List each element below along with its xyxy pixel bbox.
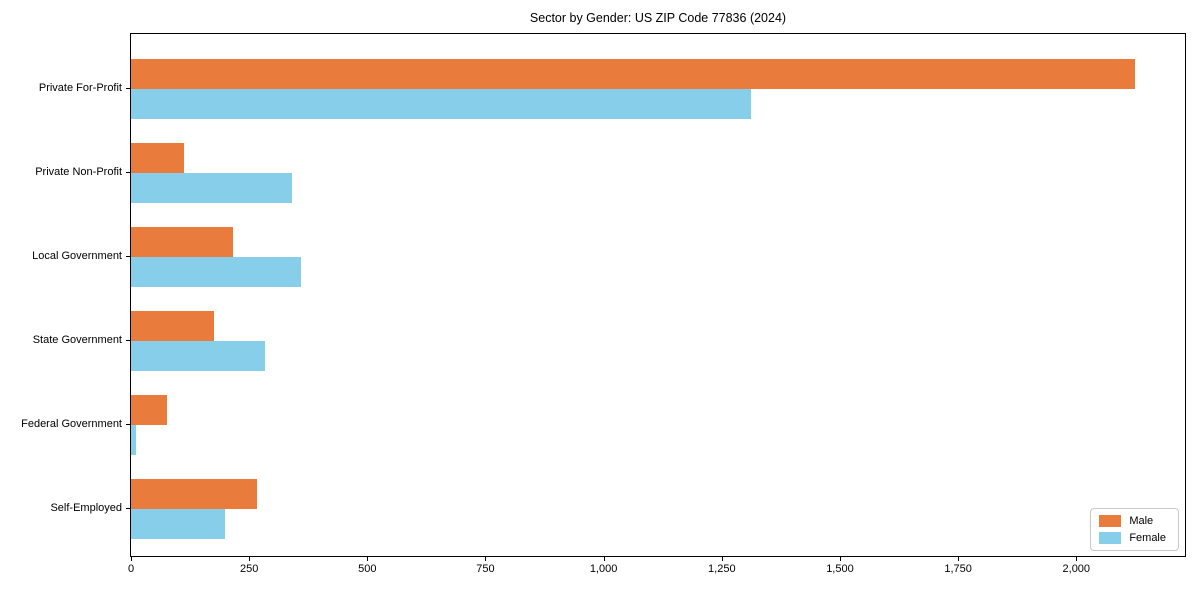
x-tick-label: 0 — [127, 563, 135, 575]
legend-swatch-male — [1099, 515, 1122, 527]
legend-item-female: Female — [1099, 532, 1166, 544]
y-tick-mark — [126, 340, 130, 341]
bar-female-state-government — [131, 341, 266, 371]
x-tick-label: 1,000 — [589, 563, 618, 575]
x-tick-mark — [367, 557, 369, 561]
bar-female-private-for-profit — [131, 89, 752, 119]
x-tick-label: 2,000 — [1062, 563, 1091, 575]
y-tick-mark — [126, 256, 130, 257]
bar-female-private-non-profit — [131, 173, 292, 203]
y-axis-label-state-government: State Government — [32, 334, 122, 346]
bar-male-federal-government — [131, 395, 167, 425]
legend-item-male: Male — [1099, 515, 1166, 527]
legend-label-male: Male — [1129, 515, 1154, 527]
x-tick-mark — [839, 557, 841, 561]
legend-label-female: Female — [1129, 532, 1166, 544]
x-tick-mark — [1076, 557, 1078, 561]
y-axis-label-private-for-profit: Private For-Profit — [38, 82, 122, 94]
x-tick-mark — [958, 557, 960, 561]
bar-male-private-non-profit — [131, 143, 184, 173]
x-tick-label: 1,250 — [708, 563, 736, 575]
legend: Male Female — [1090, 508, 1179, 551]
y-axis-label-self-employed: Self-Employed — [50, 502, 122, 514]
x-tick-label: 750 — [476, 563, 495, 575]
y-axis-label-local-government: Local Government — [32, 250, 122, 262]
y-axis-label-federal-government: Federal Government — [21, 418, 122, 430]
plot-area: Male Female — [130, 33, 1186, 557]
x-tick-label: 1,750 — [944, 563, 972, 575]
y-tick-mark — [126, 88, 130, 89]
x-tick-mark — [721, 557, 723, 561]
x-tick-mark — [603, 557, 605, 561]
bar-male-self-employed — [131, 479, 258, 509]
chart-title: Sector by Gender: US ZIP Code 77836 (202… — [529, 11, 787, 25]
x-tick-mark — [131, 557, 132, 561]
x-tick-mark — [485, 557, 487, 561]
y-axis-label-private-non-profit: Private Non-Profit — [35, 166, 122, 178]
x-tick-mark — [249, 557, 251, 561]
bar-female-self-employed — [131, 509, 225, 539]
bar-male-private-for-profit — [131, 59, 1136, 89]
x-tick-label: 1,500 — [826, 563, 854, 575]
bar-female-local-government — [131, 257, 302, 287]
x-tick-label: 500 — [358, 563, 377, 575]
bar-female-federal-government — [131, 425, 137, 455]
bar-male-local-government — [131, 227, 233, 257]
x-tick-label: 250 — [239, 563, 259, 575]
y-tick-mark — [126, 424, 130, 425]
legend-swatch-female — [1099, 532, 1122, 544]
bar-male-state-government — [131, 311, 214, 341]
y-tick-mark — [126, 172, 130, 173]
y-tick-mark — [126, 508, 130, 509]
